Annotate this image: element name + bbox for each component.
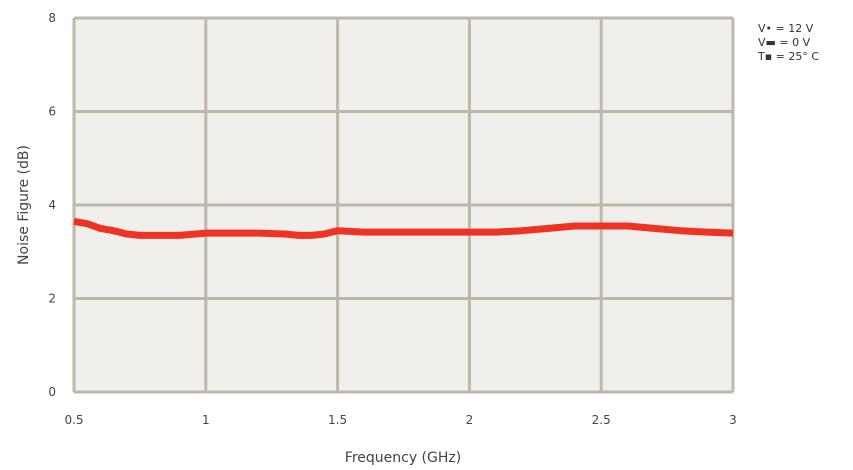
x-tick-label-1: 1 [202, 413, 210, 427]
y-tick-label-0: 0 [48, 385, 56, 399]
conditions-legend: V• = 12 V V▬ = 0 V T▪ = 25° C [758, 22, 819, 64]
legend-line-control: V▬ = 0 V [758, 36, 811, 49]
y-tick-label-4: 8 [48, 11, 56, 25]
grid [72, 16, 735, 394]
y-tick-label-2: 4 [48, 198, 56, 212]
y-tick-label-3: 6 [48, 105, 56, 119]
x-tick-label-2: 1.5 [328, 413, 347, 427]
x-tick-label-3: 2 [466, 413, 474, 427]
y-axis-label: Noise Figure (dB) [16, 145, 32, 265]
x-tick-label-5: 3 [729, 413, 737, 427]
legend-line-supply: V• = 12 V [758, 22, 814, 35]
series-group [73, 217, 734, 239]
y-tick-label-1: 2 [48, 292, 56, 306]
x-tick-label-0: 0.5 [64, 413, 83, 427]
x-tick-labels: 0.5 1 1.5 2 2.5 3 [64, 413, 736, 427]
x-tick-label-4: 2.5 [592, 413, 611, 427]
y-tick-labels: 0 2 4 6 8 [48, 11, 56, 399]
series-line-0 [73, 217, 734, 239]
legend-line-temperature: T▪ = 25° C [758, 50, 820, 63]
x-axis-label: Frequency (GHz) [345, 450, 461, 466]
